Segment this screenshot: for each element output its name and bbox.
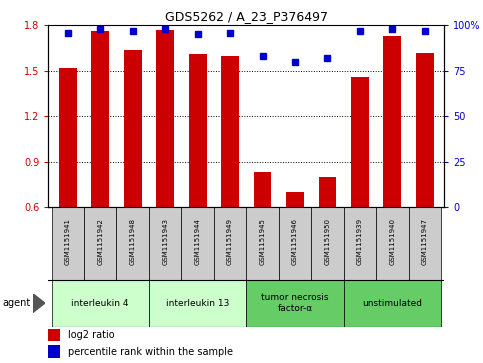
Text: tumor necrosis
factor-α: tumor necrosis factor-α <box>261 293 329 313</box>
Bar <box>416 53 434 298</box>
Polygon shape <box>33 294 45 313</box>
Bar <box>311 207 344 280</box>
Bar <box>149 280 246 327</box>
Text: interleukin 4: interleukin 4 <box>71 299 129 307</box>
Bar <box>221 56 239 298</box>
Text: GSM1151943: GSM1151943 <box>162 218 168 265</box>
Bar <box>344 207 376 280</box>
Text: GSM1151940: GSM1151940 <box>389 218 396 265</box>
Bar <box>246 207 279 280</box>
Text: GSM1151948: GSM1151948 <box>130 218 136 265</box>
Bar <box>189 54 207 298</box>
Text: GSM1151941: GSM1151941 <box>65 218 71 265</box>
Text: log2 ratio: log2 ratio <box>68 330 115 340</box>
Bar <box>409 207 441 280</box>
Text: agent: agent <box>2 298 30 308</box>
Bar <box>286 192 304 298</box>
Text: GSM1151939: GSM1151939 <box>357 218 363 265</box>
Bar <box>319 177 337 298</box>
Bar <box>344 280 441 327</box>
Text: GSM1151947: GSM1151947 <box>422 218 428 265</box>
Bar <box>59 68 77 298</box>
Bar <box>279 207 311 280</box>
Bar <box>84 207 116 280</box>
Bar <box>124 50 142 298</box>
Bar <box>376 207 409 280</box>
Bar <box>351 77 369 298</box>
Bar <box>254 172 271 298</box>
Bar <box>52 280 149 327</box>
Bar <box>246 280 344 327</box>
Text: GSM1151950: GSM1151950 <box>325 218 330 265</box>
Text: GSM1151946: GSM1151946 <box>292 218 298 265</box>
Text: GSM1151945: GSM1151945 <box>259 218 266 265</box>
Bar <box>91 32 109 298</box>
Bar <box>48 329 60 341</box>
Title: GDS5262 / A_23_P376497: GDS5262 / A_23_P376497 <box>165 10 328 23</box>
Text: GSM1151949: GSM1151949 <box>227 218 233 265</box>
Bar <box>52 207 84 280</box>
Bar <box>156 30 174 298</box>
Bar <box>116 207 149 280</box>
Text: GSM1151942: GSM1151942 <box>97 218 103 265</box>
Text: GSM1151944: GSM1151944 <box>195 218 200 265</box>
Text: percentile rank within the sample: percentile rank within the sample <box>68 347 233 356</box>
Text: unstimulated: unstimulated <box>362 299 423 307</box>
Bar <box>384 36 401 298</box>
Text: interleukin 13: interleukin 13 <box>166 299 229 307</box>
Bar <box>149 207 182 280</box>
Bar <box>182 207 214 280</box>
Bar <box>214 207 246 280</box>
Bar <box>48 345 60 358</box>
